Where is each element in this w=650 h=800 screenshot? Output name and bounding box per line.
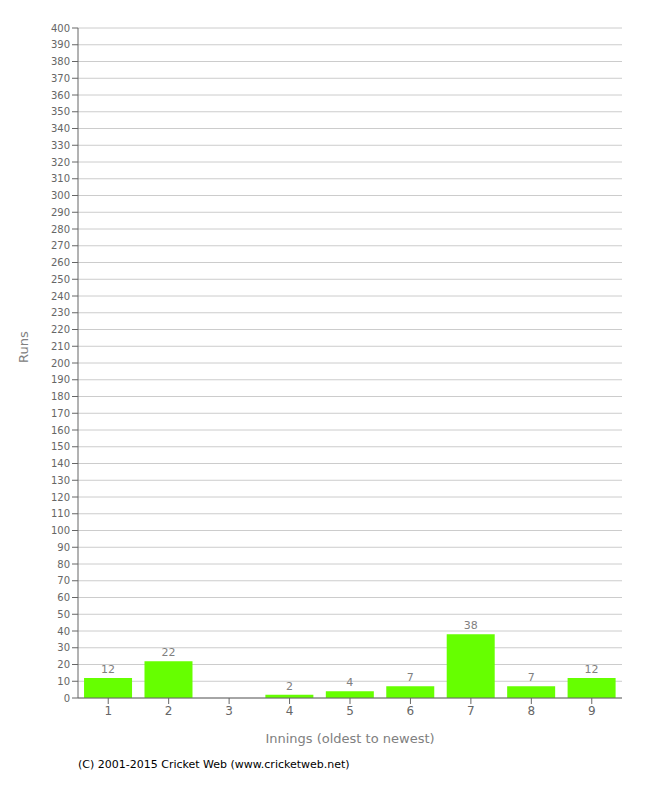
svg-text:4: 4 [286, 704, 294, 718]
svg-text:7: 7 [528, 671, 535, 684]
svg-text:170: 170 [51, 408, 70, 419]
svg-text:9: 9 [588, 704, 596, 718]
svg-text:210: 210 [51, 341, 70, 352]
svg-text:370: 370 [51, 73, 70, 84]
svg-text:6: 6 [407, 704, 415, 718]
svg-text:2: 2 [165, 704, 173, 718]
svg-text:390: 390 [51, 39, 70, 50]
svg-text:180: 180 [51, 391, 70, 402]
svg-text:7: 7 [467, 704, 475, 718]
svg-text:7: 7 [407, 671, 414, 684]
svg-text:250: 250 [51, 274, 70, 285]
svg-text:260: 260 [51, 257, 70, 268]
svg-text:50: 50 [57, 609, 70, 620]
svg-text:10: 10 [57, 676, 70, 687]
svg-text:80: 80 [57, 559, 70, 570]
svg-text:320: 320 [51, 157, 70, 168]
svg-text:8: 8 [528, 704, 536, 718]
svg-text:120: 120 [51, 492, 70, 503]
svg-text:380: 380 [51, 56, 70, 67]
svg-text:5: 5 [346, 704, 354, 718]
svg-text:230: 230 [51, 307, 70, 318]
svg-text:3: 3 [225, 704, 233, 718]
svg-text:90: 90 [57, 542, 70, 553]
svg-text:0: 0 [64, 693, 70, 704]
svg-text:150: 150 [51, 441, 70, 452]
svg-text:310: 310 [51, 173, 70, 184]
svg-text:270: 270 [51, 240, 70, 251]
svg-text:100: 100 [51, 525, 70, 536]
svg-text:20: 20 [57, 659, 70, 670]
svg-text:12: 12 [585, 663, 599, 676]
svg-text:70: 70 [57, 575, 70, 586]
svg-text:1: 1 [104, 704, 112, 718]
svg-text:Runs: Runs [16, 331, 31, 363]
svg-text:300: 300 [51, 190, 70, 201]
svg-text:350: 350 [51, 106, 70, 117]
svg-text:340: 340 [51, 123, 70, 134]
svg-text:110: 110 [51, 508, 70, 519]
svg-text:220: 220 [51, 324, 70, 335]
svg-text:12: 12 [101, 663, 115, 676]
svg-text:140: 140 [51, 458, 70, 469]
svg-text:130: 130 [51, 475, 70, 486]
svg-text:30: 30 [57, 642, 70, 653]
svg-text:40: 40 [57, 626, 70, 637]
svg-text:4: 4 [346, 676, 353, 689]
svg-text:400: 400 [51, 23, 70, 34]
svg-text:60: 60 [57, 592, 70, 603]
svg-text:360: 360 [51, 90, 70, 101]
svg-text:160: 160 [51, 425, 70, 436]
svg-text:290: 290 [51, 207, 70, 218]
svg-text:280: 280 [51, 224, 70, 235]
svg-text:190: 190 [51, 374, 70, 385]
svg-text:330: 330 [51, 140, 70, 151]
svg-text:240: 240 [51, 291, 70, 302]
svg-text:Innings (oldest to newest): Innings (oldest to newest) [265, 731, 434, 746]
svg-text:38: 38 [464, 619, 478, 632]
svg-text:22: 22 [161, 646, 175, 659]
svg-text:2: 2 [286, 680, 293, 693]
html-text:(C) 2001-2015 Cricket Web (www: (C) 2001-2015 Cricket Web (www.cricketwe… [78, 758, 350, 771]
svg-text:200: 200 [51, 358, 70, 369]
